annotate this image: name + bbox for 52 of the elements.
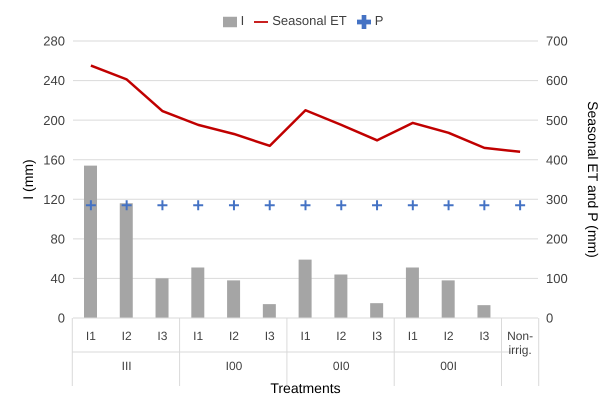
y-tick-label: 240	[43, 73, 65, 88]
y-tick-label: 120	[43, 192, 65, 207]
x-tick-label: I1	[408, 329, 418, 343]
y-tick-label: 40	[50, 271, 65, 286]
y2-tick-label: 700	[546, 34, 568, 49]
x-tick-label: I3	[157, 329, 168, 343]
bar	[120, 203, 133, 318]
y-tick-label: 200	[43, 112, 65, 128]
y2-tick-label: 300	[546, 192, 568, 207]
legend-label: I	[240, 13, 244, 28]
bar	[227, 280, 240, 318]
y2-tick-label: 200	[546, 231, 568, 246]
bar	[334, 274, 348, 318]
text: 00I	[440, 359, 457, 373]
bar	[370, 303, 384, 318]
x-tick-label: Non-irrig.	[507, 329, 534, 357]
legend-label: Seasonal ET	[272, 13, 347, 28]
bar	[406, 268, 419, 318]
x-tick-label: I1	[86, 329, 96, 343]
y-tick-label: 0	[58, 310, 65, 326]
y2-tick-label: 500	[546, 112, 568, 128]
bar	[298, 260, 312, 318]
x-tick-label: I3	[479, 329, 490, 343]
x-tick-label: I2	[336, 329, 347, 343]
bar	[156, 278, 169, 318]
x-tick-label: I2	[228, 329, 240, 343]
bar	[191, 268, 204, 318]
y-tick-label: 160	[43, 152, 65, 168]
legend-label: P	[374, 13, 384, 28]
x-axis-title: Treatments	[270, 380, 341, 396]
y2-tick-label: 100	[546, 271, 568, 286]
y2-axis-title: Seasonal ET and P (mm)	[585, 101, 602, 258]
x-tick-label: I2	[122, 329, 132, 343]
x-tick-label: I2	[444, 329, 454, 343]
text: 0I0	[332, 359, 350, 373]
x-tick-label: I3	[264, 329, 276, 343]
bar	[477, 305, 490, 318]
y2-tick-label: 600	[546, 73, 568, 88]
y-axis-title: I (mm)	[20, 159, 36, 200]
bar	[262, 304, 276, 318]
y-tick-label: 280	[43, 34, 65, 49]
bar	[84, 166, 97, 318]
y2-tick-label: 400	[546, 152, 568, 168]
line-series	[90, 64, 522, 154]
y-tick-label: 80	[50, 231, 65, 246]
x-tick-label: I3	[372, 329, 382, 343]
text: I00	[226, 359, 243, 373]
y2-tick-label: 0	[546, 310, 554, 326]
x-tick-label: I1	[300, 329, 311, 343]
bar	[442, 280, 455, 318]
text: III	[122, 359, 132, 373]
x-tick-label: I1	[193, 329, 204, 343]
